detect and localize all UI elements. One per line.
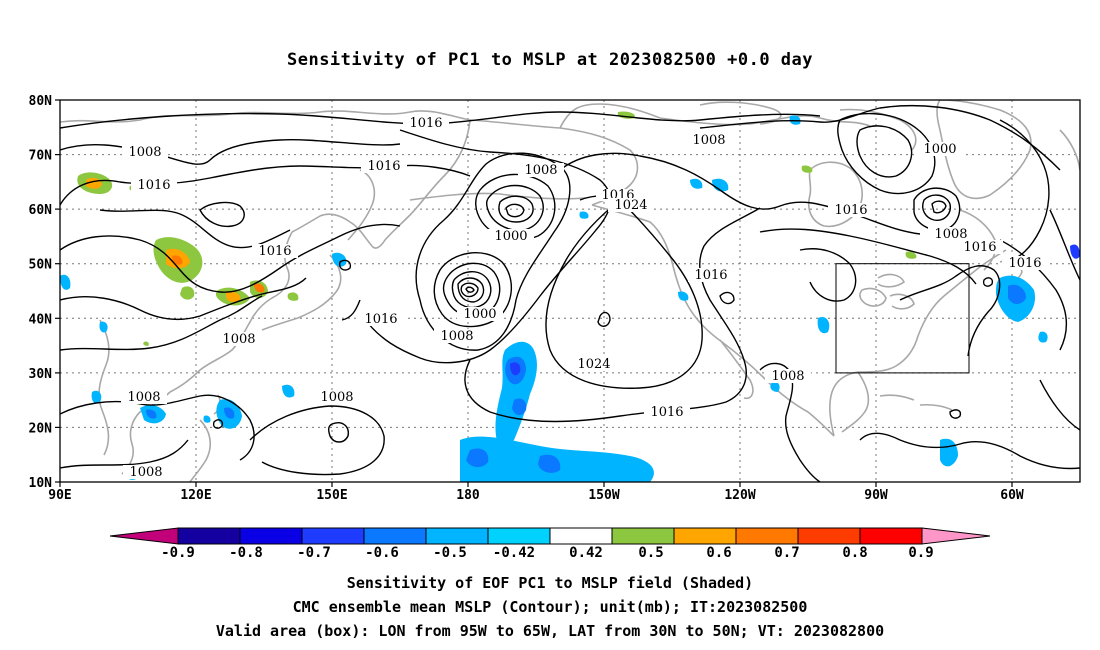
- contour-label: 1008: [771, 369, 804, 384]
- colorbar-tick: 0.5: [638, 545, 663, 561]
- caption-line-2: CMC ensemble mean MSLP (Contour); unit(m…: [292, 598, 808, 616]
- colorbar-tick: -0.5: [433, 545, 467, 561]
- colorbar-tick: -0.6: [365, 545, 399, 561]
- lat-label: 50N: [29, 258, 53, 273]
- lat-label: 60N: [29, 203, 53, 218]
- contour-label: 1016: [963, 240, 996, 255]
- contour-label: 1016: [367, 159, 400, 174]
- contour-label: 1016: [364, 312, 397, 327]
- colorbar-tick: 0.42: [569, 545, 603, 561]
- lon-label: 90W: [864, 488, 888, 503]
- colorbar-tick: -0.8: [229, 545, 263, 561]
- contour-label: 1016: [137, 178, 170, 193]
- lon-label: 90E: [48, 488, 71, 503]
- contour-label: 1024: [577, 357, 610, 372]
- contour-label: 1024: [614, 198, 647, 213]
- colorbar-bin: [797, 527, 861, 545]
- plot-title: Sensitivity of PC1 to MSLP at 2023082500…: [286, 50, 813, 70]
- colorbar-bin: [301, 527, 365, 545]
- caption-line-3: Valid area (box): LON from 95W to 65W, L…: [215, 622, 885, 640]
- colorbar-tick: -0.9: [161, 545, 195, 561]
- contour-label: 1016: [694, 268, 727, 283]
- contour-label: 1008: [934, 227, 967, 242]
- colorbar-arrow-low: [109, 527, 179, 545]
- colorbar-tick: 0.7: [774, 545, 799, 561]
- lat-labels: 80N 70N 60N 50N 40N 30N 20N 10N: [29, 94, 53, 491]
- colorbar-tick: 0.8: [842, 545, 867, 561]
- colorbar-bin: [487, 527, 551, 545]
- lat-label: 40N: [29, 312, 53, 327]
- lat-label: 20N: [29, 421, 53, 436]
- colorbar-bin: [239, 527, 303, 545]
- colorbar-bin: [177, 527, 241, 545]
- colorbar: [109, 527, 991, 545]
- lon-label: 150E: [316, 488, 347, 503]
- colorbar-bin: [673, 527, 737, 545]
- contour-label: 1000: [923, 142, 956, 157]
- colorbar-tick: 0.6: [706, 545, 731, 561]
- caption-line-1: Sensitivity of EOF PC1 to MSLP field (Sh…: [346, 574, 754, 592]
- colorbar-bin: [735, 527, 799, 545]
- contour-label: 1000: [463, 307, 496, 322]
- colorbar-bin: [611, 527, 675, 545]
- contour-label: 1008: [440, 329, 473, 344]
- contour-label: 1008: [320, 390, 353, 405]
- contour-labels: 1016 1008 1016 1016 1008 1016 1000 1016 …: [127, 116, 1042, 480]
- lon-label: 180: [456, 488, 480, 503]
- map-frame: [59, 99, 1081, 483]
- lat-label: 30N: [29, 367, 53, 382]
- lon-label: 120W: [724, 488, 755, 503]
- colorbar-bin: [859, 527, 923, 545]
- colorbar-tick: 0.9: [908, 545, 933, 561]
- contour-label: 1008: [128, 145, 161, 160]
- contour-label: 1016: [1008, 256, 1041, 271]
- colorbar-arrow-high: [921, 527, 991, 545]
- contour-label: 1016: [258, 244, 291, 259]
- contour-label: 1008: [127, 390, 160, 405]
- lon-label: 150W: [588, 488, 619, 503]
- colorbar-bin: [549, 527, 613, 545]
- lon-label: 120E: [180, 488, 211, 503]
- contour-label: 1016: [650, 405, 683, 420]
- colorbar-ticks: -0.9 -0.8 -0.7 -0.6 -0.5 -0.42 0.42 0.5 …: [161, 545, 934, 561]
- axis-ticks: [55, 99, 1013, 487]
- contour-label: 1008: [129, 465, 162, 480]
- lon-label: 60W: [1000, 488, 1024, 503]
- contour-label: 1008: [692, 133, 725, 148]
- lat-label: 10N: [29, 476, 53, 491]
- colorbar-bin: [363, 527, 427, 545]
- contour-label: 1000: [494, 229, 527, 244]
- colorbar-tick: -0.7: [297, 545, 331, 561]
- lat-label: 70N: [29, 149, 53, 164]
- contour-label: 1008: [524, 163, 557, 178]
- colorbar-bin: [425, 527, 489, 545]
- contour-label: 1016: [409, 116, 442, 131]
- colorbar-tick: -0.42: [493, 545, 535, 561]
- lon-labels: 90E 120E 150E 180 150W 120W 90W 60W: [48, 488, 1024, 503]
- contour-label: 1016: [834, 203, 867, 218]
- lat-label: 80N: [29, 94, 53, 109]
- contour-label: 1008: [222, 332, 255, 347]
- valid-area-box: [835, 263, 970, 374]
